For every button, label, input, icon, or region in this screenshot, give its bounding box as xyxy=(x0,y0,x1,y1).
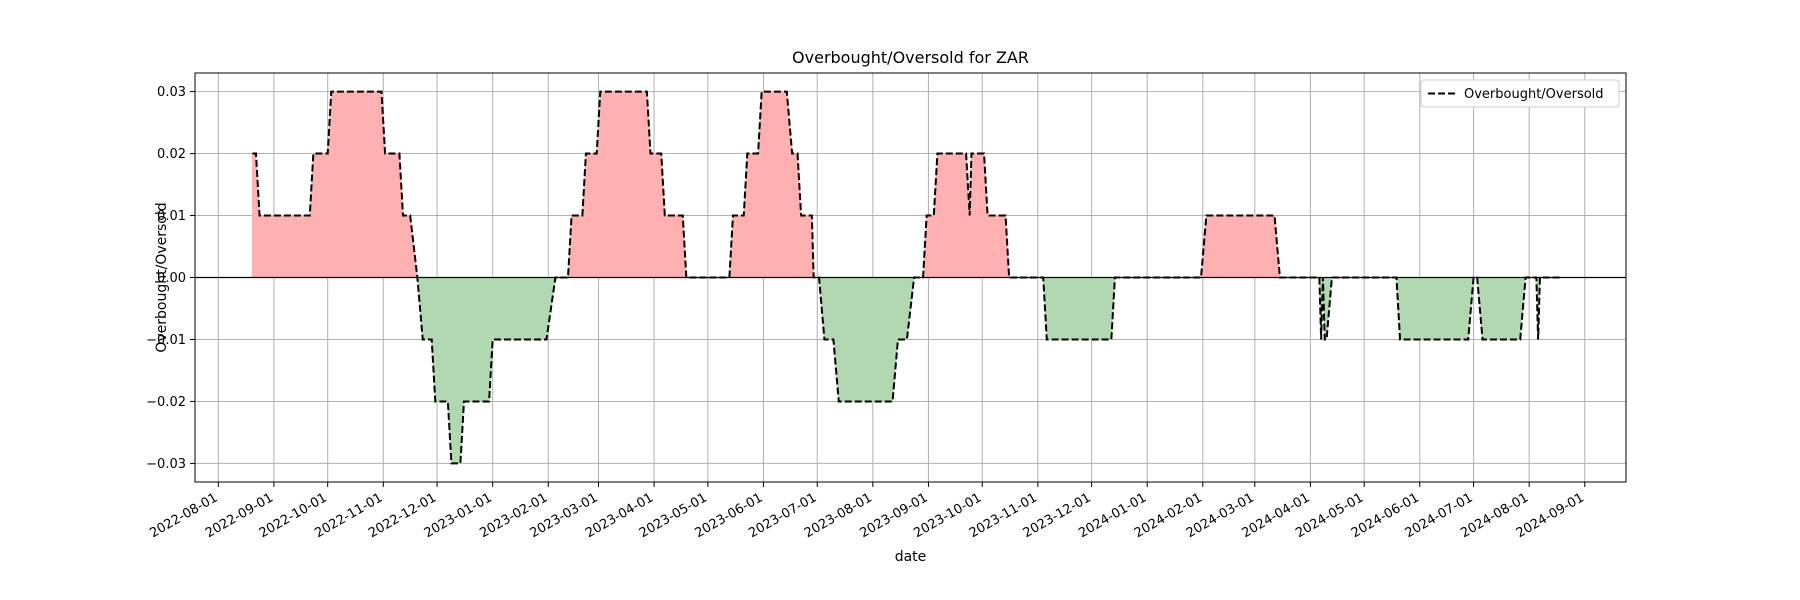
legend: Overbought/Oversold xyxy=(1420,79,1620,108)
y-tick-label: −0.02 xyxy=(146,395,186,410)
y-axis-ticks: −0.03 −0.02 −0.01 0.00 0.01 0.02 0.03 xyxy=(146,85,195,472)
y-tick-label: 0.03 xyxy=(157,85,186,100)
y-axis-label: Overbought/Oversold xyxy=(154,202,170,352)
y-tick-label: −0.03 xyxy=(146,457,186,472)
y-tick-label: 0.01 xyxy=(157,209,186,224)
x-axis-label: date xyxy=(895,549,927,565)
legend-box xyxy=(1420,79,1620,108)
series-line xyxy=(252,90,1560,465)
legend-label: Overbought/Oversold xyxy=(1464,87,1604,102)
y-tick-label: 0.00 xyxy=(157,271,186,286)
y-tick-label: 0.02 xyxy=(157,147,186,162)
y-tick-label: −0.01 xyxy=(146,333,186,348)
chart-title: Overbought/Oversold for ZAR xyxy=(792,48,1029,67)
